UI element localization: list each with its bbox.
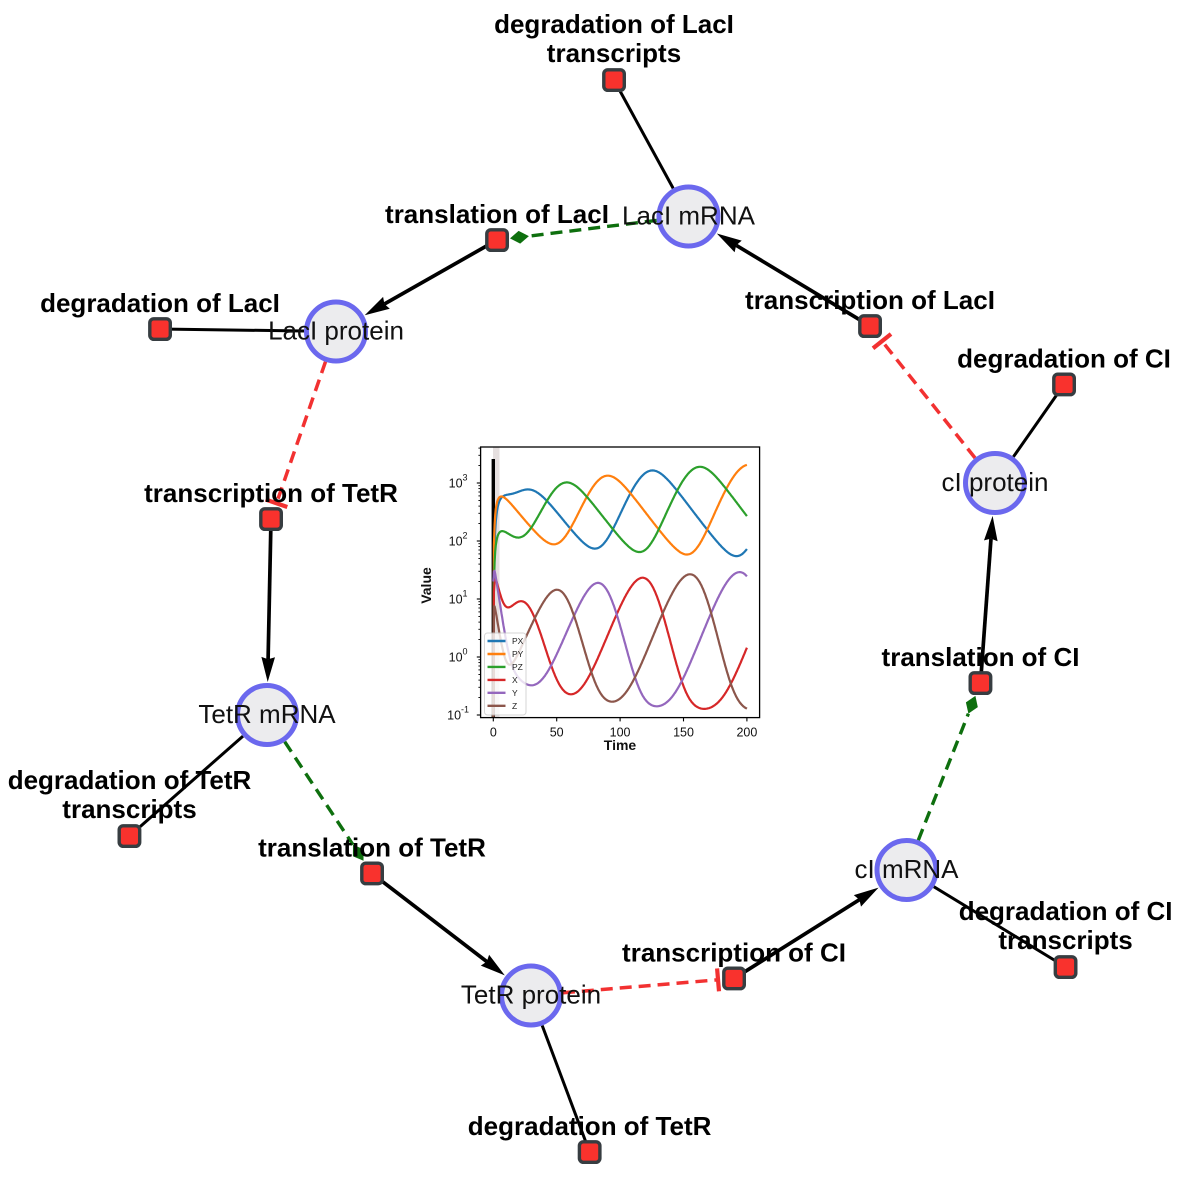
svg-text:Y: Y: [512, 688, 518, 698]
svg-text:100: 100: [610, 726, 631, 740]
svg-text:degradation of CI: degradation of CI: [959, 896, 1173, 926]
svg-text:0: 0: [490, 726, 497, 740]
svg-text:transcripts: transcripts: [998, 925, 1132, 955]
svg-text:50: 50: [550, 726, 564, 740]
svg-text:200: 200: [736, 726, 757, 740]
svg-text:translation of LacI: translation of LacI: [385, 199, 609, 229]
svg-text:LacI protein: LacI protein: [268, 316, 404, 346]
svg-text:Time: Time: [604, 737, 637, 753]
svg-text:translation of TetR: translation of TetR: [258, 833, 486, 863]
svg-text:translation of CI: translation of CI: [882, 642, 1080, 672]
svg-text:PZ: PZ: [512, 662, 523, 672]
svg-text:degradation of CI: degradation of CI: [957, 344, 1171, 374]
svg-text:degradation of TetR: degradation of TetR: [8, 765, 252, 795]
svg-text:PX: PX: [512, 636, 524, 646]
svg-text:LacI mRNA: LacI mRNA: [622, 201, 756, 231]
svg-text:PY: PY: [512, 649, 524, 659]
svg-text:TetR protein: TetR protein: [461, 980, 601, 1010]
svg-text:Z: Z: [512, 701, 517, 711]
svg-text:X: X: [512, 675, 518, 685]
svg-text:cI mRNA: cI mRNA: [855, 854, 960, 884]
svg-text:degradation of TetR: degradation of TetR: [468, 1111, 712, 1141]
svg-text:150: 150: [673, 726, 694, 740]
svg-text:transcription of LacI: transcription of LacI: [745, 285, 995, 315]
svg-text:cI protein: cI protein: [942, 467, 1049, 497]
svg-text:Value: Value: [418, 567, 434, 604]
svg-text:degradation of LacI: degradation of LacI: [494, 9, 734, 39]
svg-text:transcripts: transcripts: [547, 38, 681, 68]
svg-text:transcription of CI: transcription of CI: [622, 938, 846, 968]
svg-text:transcripts: transcripts: [62, 794, 196, 824]
svg-text:transcription of TetR: transcription of TetR: [144, 478, 398, 508]
svg-text:degradation of LacI: degradation of LacI: [40, 288, 280, 318]
svg-text:TetR mRNA: TetR mRNA: [198, 699, 336, 729]
